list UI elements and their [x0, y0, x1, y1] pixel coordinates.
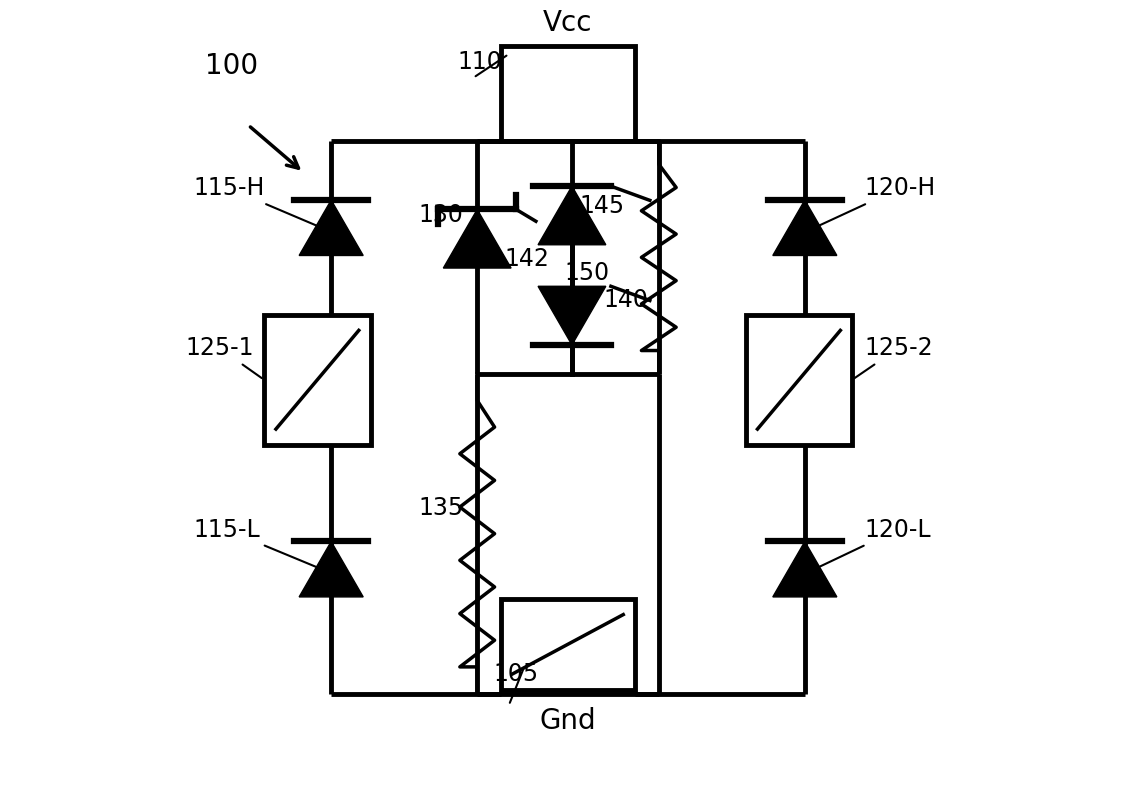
Polygon shape: [772, 200, 837, 255]
Text: 130: 130: [418, 203, 462, 227]
Bar: [501, 46, 635, 141]
Text: 125-1: 125-1: [185, 336, 261, 378]
Text: Vcc: Vcc: [543, 9, 593, 37]
Text: 115-L: 115-L: [193, 518, 319, 568]
Bar: [745, 315, 852, 445]
Polygon shape: [299, 541, 364, 597]
Text: 142: 142: [504, 247, 550, 271]
Bar: [501, 599, 635, 689]
Text: 115-H: 115-H: [193, 176, 319, 227]
Polygon shape: [538, 186, 605, 245]
Polygon shape: [772, 541, 837, 597]
Text: 120-L: 120-L: [817, 518, 930, 568]
Text: 135: 135: [418, 496, 463, 520]
Text: 110: 110: [458, 50, 502, 74]
Text: 150: 150: [565, 262, 609, 285]
Text: Gnd: Gnd: [540, 708, 596, 735]
Text: 145: 145: [579, 194, 625, 218]
Polygon shape: [443, 209, 511, 268]
Bar: [264, 315, 370, 445]
Text: 125-2: 125-2: [854, 336, 933, 378]
Text: 105: 105: [493, 661, 538, 686]
Polygon shape: [538, 286, 605, 345]
Text: 100: 100: [204, 52, 258, 80]
Polygon shape: [299, 200, 364, 255]
Text: 140: 140: [603, 288, 649, 312]
Text: 120-H: 120-H: [817, 176, 935, 227]
